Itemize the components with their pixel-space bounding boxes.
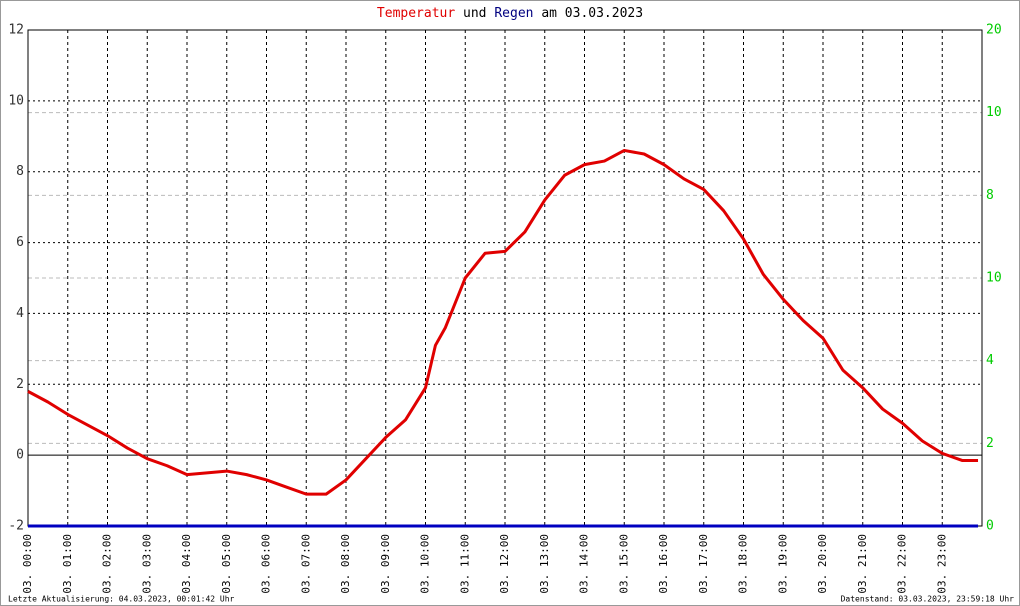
title-part: am 03.03.2023 (541, 6, 643, 21)
x-tick-label: 03. 22:00 (896, 534, 909, 594)
x-tick-label: 03. 16:00 (657, 534, 670, 594)
title-part: und (463, 6, 486, 21)
x-tick-label: 03. 09:00 (379, 534, 392, 594)
y2-tick-label: 10 (986, 105, 1002, 120)
x-tick-label: 03. 07:00 (299, 534, 312, 594)
x-tick-label: 03. 14:00 (578, 534, 591, 594)
x-tick-label: 03. 08:00 (339, 534, 352, 594)
footer-right: Datenstand: 03.03.2023, 23:59:18 Uhr (841, 595, 1015, 604)
x-tick-label: 03. 10:00 (419, 534, 432, 594)
x-tick-label: 03. 19:00 (776, 534, 789, 594)
x-tick-label: 03. 15:00 (617, 534, 630, 594)
y2-tick-label: 8 (986, 188, 994, 203)
x-tick-label: 03. 13:00 (538, 534, 551, 594)
x-tick-label: 03. 12:00 (498, 534, 511, 594)
y2-tick-label: 4 (986, 353, 994, 368)
x-tick-label: 03. 01:00 (61, 534, 74, 594)
x-tick-label: 03. 04:00 (180, 534, 193, 594)
y-tick-label: 6 (16, 235, 24, 250)
x-tick-label: 03. 21:00 (856, 534, 869, 594)
y2-tick-label: 20 (986, 23, 1002, 38)
y2-tick-label: 0 (986, 519, 994, 534)
x-tick-label: 03. 11:00 (458, 534, 471, 594)
x-tick-label: 03. 23:00 (935, 534, 948, 594)
y-tick-label: 10 (8, 93, 24, 108)
y-tick-label: 4 (16, 306, 24, 321)
series-line (27, 148, 979, 496)
y-tick-label: 12 (8, 23, 24, 38)
x-tick-label: 03. 17:00 (697, 534, 710, 594)
title-part: Temperatur (377, 6, 455, 21)
y-tick-label: 0 (16, 448, 24, 463)
x-tick-label: 03. 03:00 (140, 534, 153, 594)
x-tick-label: 03. 00:00 (21, 534, 34, 594)
x-tick-label: 03. 02:00 (101, 534, 114, 594)
chart-title: Temperatur und Regen am 03.03.2023 (377, 6, 643, 21)
y-tick-label: 8 (16, 164, 24, 179)
y2-tick-label: 10 (986, 271, 1002, 286)
x-tick-label: 03. 06:00 (260, 534, 273, 594)
y2-tick-label: 2 (986, 436, 994, 451)
y-tick-label: 2 (16, 377, 24, 392)
x-tick-label: 03. 18:00 (737, 534, 750, 594)
x-tick-label: 03. 05:00 (220, 534, 233, 594)
footer-left: Letzte Aktualisierung: 04.03.2023, 00:01… (8, 595, 235, 604)
title-part: Regen (494, 6, 533, 21)
x-tick-label: 03. 20:00 (816, 534, 829, 594)
y-tick-label: -2 (8, 519, 24, 534)
